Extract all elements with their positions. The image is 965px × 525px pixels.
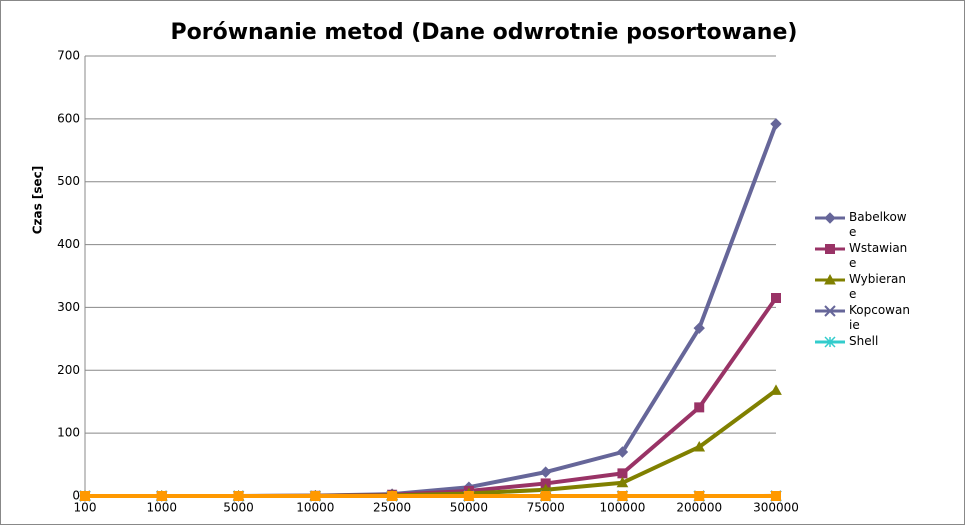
x-tick-label: 10000 <box>296 501 334 515</box>
marker <box>824 212 836 224</box>
legend-entry: Shell <box>815 334 913 349</box>
legend-label: Wstawiane <box>849 241 908 270</box>
y-tick-label: 200 <box>57 363 80 377</box>
x-tick-label: 50000 <box>450 501 488 515</box>
legend-entry: Wstawiane <box>815 241 913 271</box>
marker <box>80 491 90 501</box>
legend-entry: Wybierane <box>815 272 913 302</box>
series-line <box>85 296 778 498</box>
marker <box>824 336 836 348</box>
y-tick-label: 100 <box>57 426 80 440</box>
y-tick-label: 600 <box>57 111 80 125</box>
marker <box>770 384 782 395</box>
x-tick-label: 100 <box>74 501 97 515</box>
marker <box>825 244 835 254</box>
series-line <box>85 388 778 498</box>
marker <box>617 491 628 501</box>
legend-swatch <box>815 212 845 224</box>
marker <box>693 440 706 452</box>
marker <box>694 491 705 501</box>
marker <box>539 466 552 478</box>
legend-swatch <box>815 336 845 348</box>
legend-label: Shell <box>849 334 879 348</box>
legend-label: Wybierane <box>849 272 906 301</box>
marker <box>233 491 244 501</box>
marker <box>770 118 782 130</box>
marker <box>771 491 781 501</box>
marker <box>824 273 836 285</box>
x-tick-label: 300000 <box>753 501 799 515</box>
marker <box>463 491 474 501</box>
series-line <box>85 123 778 498</box>
x-tick-label: 100000 <box>600 501 646 515</box>
legend-swatch <box>815 244 845 254</box>
marker <box>540 491 551 501</box>
legend: Babelkowe Wstawiane Wybierane Kopcowanie She… <box>815 210 913 350</box>
y-tick-label: 500 <box>57 174 80 188</box>
y-tick-label: 400 <box>57 237 80 251</box>
marker <box>694 402 705 413</box>
legend-entry: Kopcowanie <box>815 303 913 333</box>
legend-swatch <box>815 273 845 285</box>
marker <box>617 468 628 479</box>
y-tick-label: 700 <box>57 49 80 63</box>
x-tick-label: 75000 <box>527 501 565 515</box>
marker <box>156 491 167 501</box>
chart-title: Porównanie metod (Dane odwrotnie posorto… <box>171 20 798 45</box>
marker <box>824 305 836 317</box>
marker <box>771 293 781 303</box>
marker <box>310 491 321 501</box>
legend-entry: Babelkowe <box>815 210 913 240</box>
marker <box>616 476 629 488</box>
x-tick-label: 25000 <box>373 501 411 515</box>
x-tick-label: 1000 <box>147 501 178 515</box>
legend-label: Kopcowanie <box>849 303 910 332</box>
marker <box>616 446 629 458</box>
marker <box>693 322 705 334</box>
x-tick-label: 200000 <box>676 501 722 515</box>
y-axis-label: Czas [sec] <box>31 166 45 235</box>
legend-swatch <box>815 305 845 317</box>
legend-label: Babelkowe <box>849 210 907 239</box>
x-tick-label: 5000 <box>223 501 254 515</box>
marker <box>387 491 398 501</box>
y-tick-label: 300 <box>57 300 80 314</box>
y-tick-label: 0 <box>72 489 80 503</box>
